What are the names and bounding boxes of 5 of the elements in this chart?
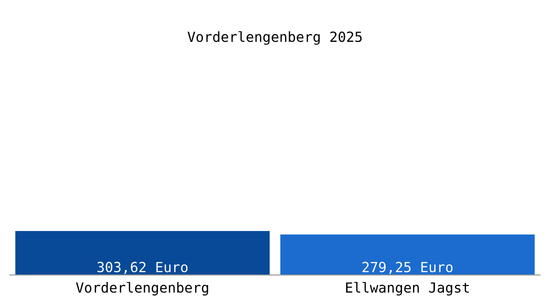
x-tick-label: Ellwangen Jagst — [346, 282, 469, 296]
x-tick-label: Vorderlengenberg — [76, 282, 208, 296]
data-label: 303,62 Euro — [97, 262, 188, 274]
chart-title: Vorderlengenberg 2025 — [188, 31, 362, 45]
data-label: 279,25 Euro — [362, 262, 453, 274]
